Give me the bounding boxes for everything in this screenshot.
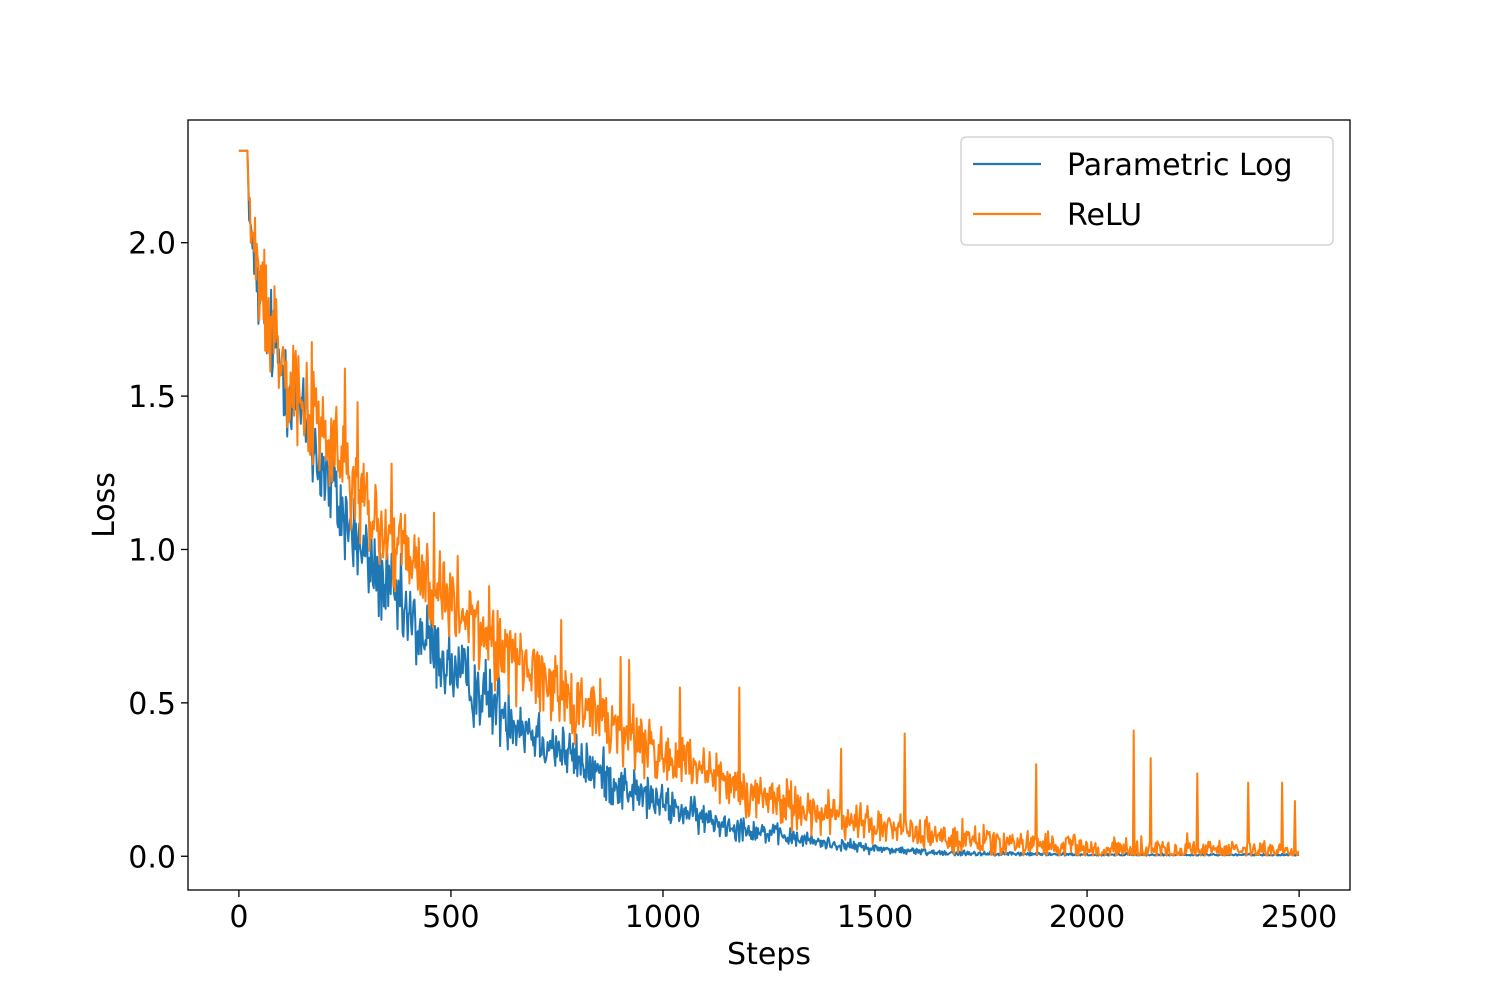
series-layer [238,149,1300,857]
y-axis-label: Loss [87,472,122,538]
series-line-relu [238,149,1300,857]
x-tick-label: 1500 [837,900,913,935]
y-axis-ticks: 0.0 0.5 1.0 1.5 2.0 [128,227,188,875]
legend-label-relu: ReLU [1067,198,1142,233]
x-axis-ticks: 0 500 1000 1500 2000 2500 [229,890,1337,935]
x-tick-label: 1000 [625,900,701,935]
x-tick-label: 2500 [1261,900,1337,935]
y-tick-label: 0.0 [128,840,176,875]
y-tick-label: 0.5 [128,687,176,722]
x-tick-label: 500 [422,900,479,935]
x-tick-label: 2000 [1049,900,1125,935]
x-tick-label: 0 [229,900,248,935]
y-tick-label: 2.0 [128,227,176,262]
legend: Parametric Log ReLU [960,136,1334,246]
legend-label-parametric-log: Parametric Log [1067,148,1293,183]
legend-box [960,136,1334,246]
series-line-parametric-log [238,149,1300,857]
y-tick-label: 1.5 [128,380,176,415]
plot-frame [187,119,1351,891]
x-axis-label: Steps [727,937,811,972]
y-tick-label: 1.0 [128,533,176,568]
